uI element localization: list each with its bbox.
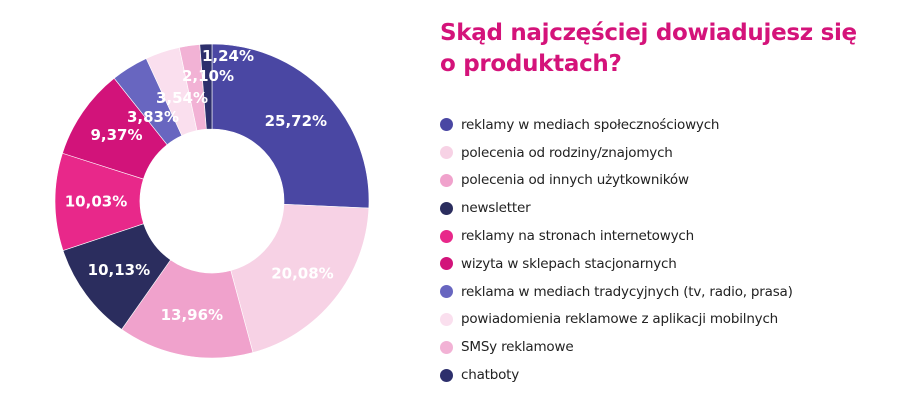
data-label: 20,08% [271, 265, 333, 283]
data-label: 1,24% [202, 47, 254, 65]
legend-item: reklama w mediach tradycyjnych (tv, radi… [440, 278, 793, 306]
data-label: 10,13% [88, 261, 150, 279]
legend-label: reklamy na stronach internetowych [461, 228, 694, 245]
data-label: 25,72% [265, 112, 327, 130]
legend-item: newsletter [440, 194, 793, 222]
legend-swatch [440, 340, 453, 354]
legend-swatch [440, 257, 453, 271]
legend-item: polecenia od innych użytkowników [440, 167, 793, 195]
data-label: 3,83% [127, 108, 179, 126]
data-label: 10,03% [65, 193, 127, 211]
chart-title: Skąd najczęściej dowiadujesz się o produ… [440, 20, 857, 77]
legend-label: chatboty [461, 367, 520, 384]
legend-item: wizyta w sklepach stacjonarnych [440, 250, 793, 278]
legend: reklamy w mediach społecznościowych polec… [440, 111, 793, 389]
donut-chart: 25,72% 20,08% 13,96% 10,13% 10,03% 9,37%3,83%… [54, 43, 370, 359]
slice-1 [230, 203, 370, 353]
data-label: 2,10% [182, 67, 234, 85]
data-label: 13,96% [161, 306, 223, 324]
legend-label: powiadomienia reklamowe z aplikacji mobi… [461, 311, 779, 328]
legend-label: SMSy reklamowe [461, 339, 574, 356]
legend-label: reklama w mediach tradycyjnych (tv, radi… [461, 283, 793, 300]
legend-label: polecenia od rodziny/znajomych [461, 144, 673, 161]
legend-swatch [440, 285, 453, 299]
legend-item: reklamy w mediach społecznościowych [440, 111, 793, 139]
slice-0 [211, 43, 370, 209]
data-label: 9,37% [90, 126, 142, 144]
legend-item: SMSy reklamowe [440, 333, 793, 361]
legend-label: reklamy w mediach społecznościowych [461, 116, 720, 133]
legend-swatch [440, 368, 453, 382]
legend-item: polecenia od rodziny/znajomych [440, 139, 793, 167]
legend-swatch [440, 312, 453, 326]
legend-swatch [440, 201, 453, 215]
legend-swatch [440, 229, 453, 243]
slice-2 [121, 259, 254, 359]
legend-label: wizyta w sklepach stacjonarnych [461, 255, 677, 272]
legend-item: powiadomienia reklamowe z aplikacji mobi… [440, 306, 793, 334]
legend-item: chatboty [440, 361, 793, 389]
legend-swatch [440, 173, 453, 187]
slice-9 [199, 43, 213, 130]
legend-swatch [440, 146, 453, 160]
legend-label: polecenia od innych użytkowników [461, 172, 689, 189]
legend-label: newsletter [461, 200, 531, 217]
legend-swatch [440, 118, 453, 132]
legend-item: reklamy na stronach internetowych [440, 222, 793, 250]
data-label: 3,54% [156, 89, 208, 107]
